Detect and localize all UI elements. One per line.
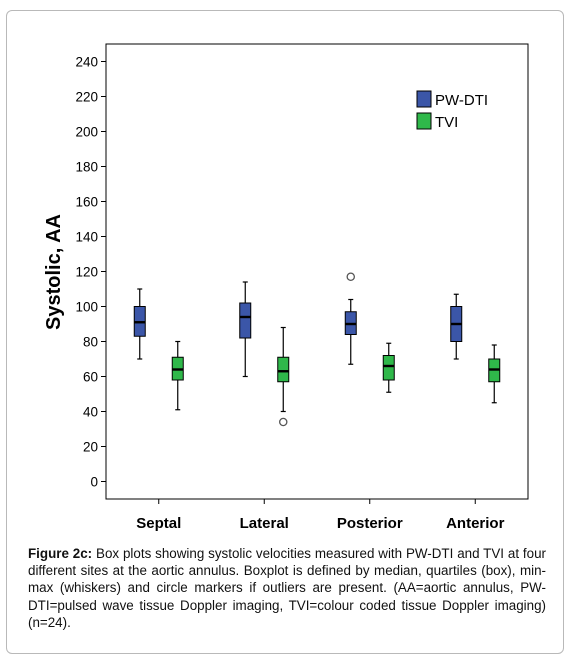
y-tick-label: 180 — [75, 160, 98, 175]
y-tick-label: 160 — [75, 195, 98, 210]
x-tick-label: Septal — [136, 515, 181, 532]
box-tvi-posterior — [382, 342, 395, 393]
box-pw-dti-septal — [133, 288, 146, 360]
figure-caption: Figure 2c: Box plots showing systolic ve… — [28, 545, 546, 631]
y-tick-label: 240 — [75, 55, 98, 70]
x-tick-label: Lateral — [240, 515, 289, 532]
legend-swatch-pw-dti — [416, 90, 432, 108]
y-tick-label: 60 — [83, 370, 98, 385]
y-tick-label: 140 — [75, 230, 98, 245]
legend-label-tvi: TVI — [435, 114, 458, 131]
legend-label-pw-dti: PW-DTI — [435, 92, 488, 109]
caption-text: Box plots showing systolic velocities me… — [28, 546, 546, 630]
legend: PW-DTI TVI — [416, 90, 488, 131]
box-pw-dti-posterior — [344, 272, 357, 365]
y-axis-label: Systolic, AA — [43, 214, 65, 330]
y-tick-label: 80 — [83, 335, 98, 350]
box-pw-dti-anterior — [450, 293, 463, 360]
outlier-marker — [278, 417, 288, 427]
caption-label: Figure 2c: — [28, 546, 93, 561]
y-tick-label: 100 — [75, 300, 98, 315]
y-tick-label: 220 — [75, 90, 98, 105]
outlier-marker — [346, 272, 355, 281]
box-tvi-septal — [171, 340, 184, 411]
boxplot-chart: 0 20 40 60 80 100 120 140 160 180 200 220 240 Septal L… — [43, 43, 529, 532]
plot-area — [105, 43, 529, 500]
box-tvi-anterior — [488, 344, 501, 404]
y-tick-label: 20 — [83, 440, 98, 455]
y-tick-label: 120 — [75, 265, 98, 280]
y-tick-label: 200 — [75, 125, 98, 140]
box-iqr — [277, 356, 290, 383]
x-tick-label: Anterior — [446, 515, 505, 532]
legend-swatch-tvi — [416, 112, 432, 130]
box-tvi-lateral — [277, 326, 290, 427]
box-iqr — [239, 302, 252, 339]
x-tick-label: Posterior — [337, 515, 403, 532]
box-pw-dti-lateral — [239, 281, 252, 378]
box-iqr — [382, 355, 395, 381]
y-tick-label: 0 — [90, 475, 98, 490]
y-tick-label: 40 — [83, 405, 98, 420]
